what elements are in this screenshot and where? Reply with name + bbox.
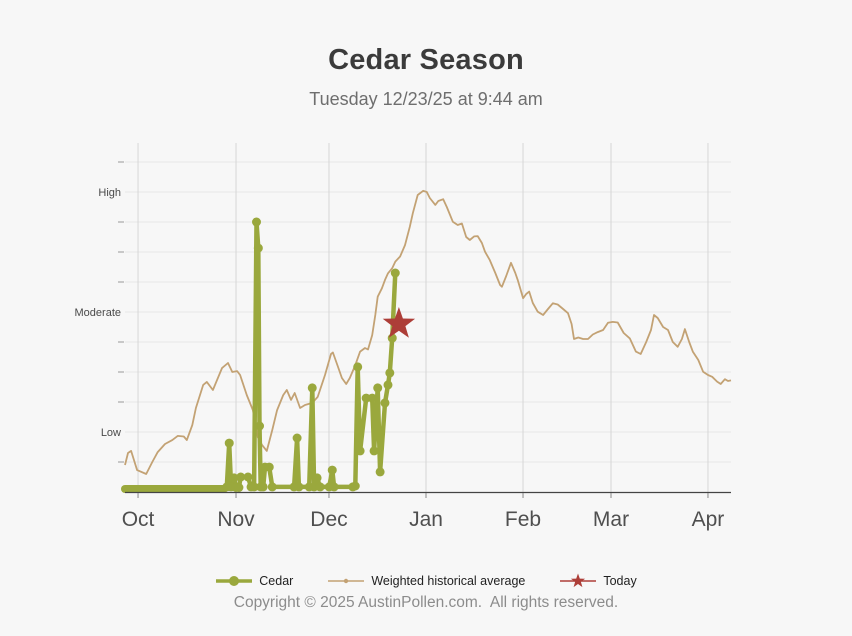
x-axis-label-apr: Apr — [692, 508, 725, 531]
legend-item-today: Today — [559, 573, 637, 589]
y-axis-label-high: High — [98, 187, 121, 199]
legend-label-historical-average: Weighted historical average — [371, 574, 526, 588]
x-axis-label-nov: Nov — [217, 508, 255, 531]
x-axis: Oct Nov Dec Jan Feb Mar Apr — [122, 491, 731, 531]
x-axis-label-mar: Mar — [593, 508, 629, 531]
y-axis-labels: Low Moderate High — [75, 161, 124, 463]
legend-item-cedar: Cedar — [215, 574, 293, 588]
x-axis-label-oct: Oct — [122, 508, 155, 531]
cedar-series — [121, 217, 400, 493]
x-axis-label-dec: Dec — [310, 508, 347, 531]
chart-subtitle: Tuesday 12/23/25 at 9:44 am — [309, 89, 543, 109]
y-axis-label-moderate: Moderate — [75, 307, 121, 319]
gridlines — [125, 143, 731, 492]
x-axis-label-feb: Feb — [505, 508, 541, 531]
historical-average-series — [124, 189, 732, 475]
cedar-line-icon — [216, 576, 253, 586]
y-axis-label-low: Low — [101, 427, 121, 439]
today-star-icon — [560, 573, 597, 588]
chart-legend: Cedar Weighted historical average Today — [0, 573, 852, 589]
average-line-icon — [328, 578, 365, 584]
x-axis-label-jan: Jan — [409, 508, 443, 531]
legend-item-historical-average: Weighted historical average — [327, 574, 525, 588]
cedar-season-chart: Low Moderate High Oct Nov Dec Jan Feb Mar Apr — [75, 143, 732, 531]
today-star-marker — [382, 307, 416, 338]
footer-copyright: Copyright © 2025 AustinPollen.com. All r… — [233, 594, 619, 611]
legend-label-today: Today — [603, 574, 637, 588]
legend-label-cedar: Cedar — [259, 574, 294, 588]
chart-title: Cedar Season — [328, 44, 524, 76]
